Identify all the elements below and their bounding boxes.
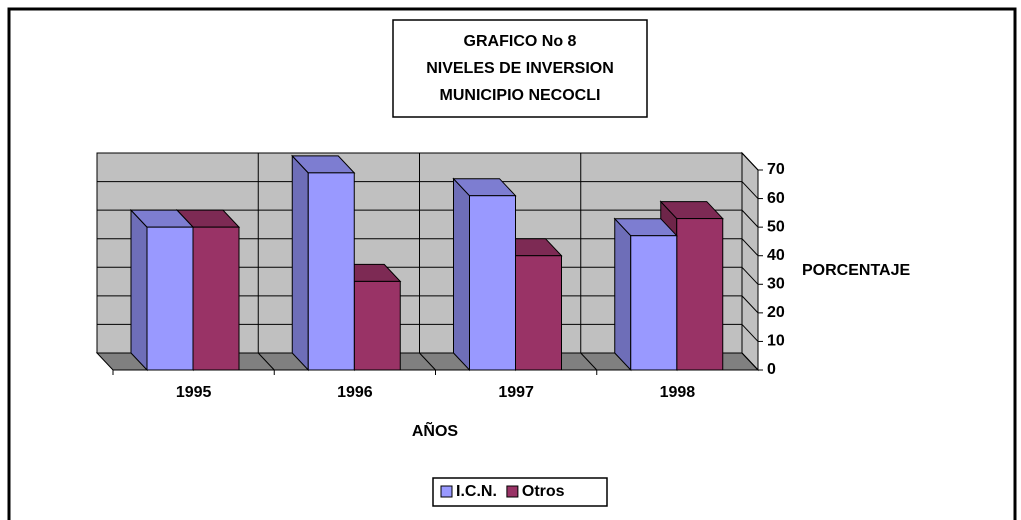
bar	[307, 172, 355, 371]
bar	[146, 226, 194, 371]
x-axis-label: AÑOS	[412, 420, 459, 440]
y-tick-label: 70	[767, 161, 785, 178]
bar-side	[291, 154, 309, 372]
bar	[469, 195, 516, 371]
y-tick-label: 30	[767, 276, 785, 293]
bar	[676, 218, 724, 371]
legend-swatch	[440, 485, 453, 498]
chart-title: MUNICIPIO NECOCLI	[440, 87, 601, 104]
chart-title: GRAFICO No 8	[464, 33, 577, 50]
legend-label: I.C.N.	[456, 483, 497, 500]
y-tick-label: 40	[767, 247, 785, 264]
bar	[353, 280, 401, 371]
y-tick-label: 20	[767, 304, 785, 321]
x-tick-label: 1997	[498, 384, 534, 401]
grid-line	[741, 238, 759, 257]
grid-line	[741, 352, 759, 371]
title-box	[392, 19, 648, 118]
y-axis-label: PORCENTAJE	[802, 262, 910, 279]
grid-line	[741, 324, 759, 342]
floor-divider	[580, 352, 598, 371]
chart-title: NIVELES DE INVERSION	[426, 60, 614, 77]
x-tick-label: 1998	[660, 384, 696, 401]
grid-line	[741, 181, 759, 199]
x-tick-label: 1996	[337, 384, 373, 401]
grid-line	[741, 152, 759, 171]
y-tick-label: 10	[767, 333, 785, 350]
floor-divider	[257, 352, 275, 371]
grid-line	[741, 295, 759, 314]
bar-side	[130, 208, 148, 372]
bar-side	[453, 177, 470, 372]
legend-label: Otros	[522, 483, 565, 500]
legend-swatch	[506, 485, 519, 498]
y-tick-label: 60	[767, 190, 785, 207]
bar	[192, 226, 240, 371]
bar	[630, 235, 678, 371]
x-tick-label: 1995	[176, 384, 212, 401]
side-wall	[741, 151, 759, 372]
y-tick-label: 0	[767, 361, 776, 378]
legend-box	[432, 477, 608, 507]
y-tick-label: 50	[767, 218, 785, 235]
floor-divider	[419, 352, 436, 371]
bar	[515, 255, 562, 371]
bar-side	[614, 217, 632, 372]
grid-line	[741, 266, 759, 285]
grid-line	[741, 209, 759, 228]
